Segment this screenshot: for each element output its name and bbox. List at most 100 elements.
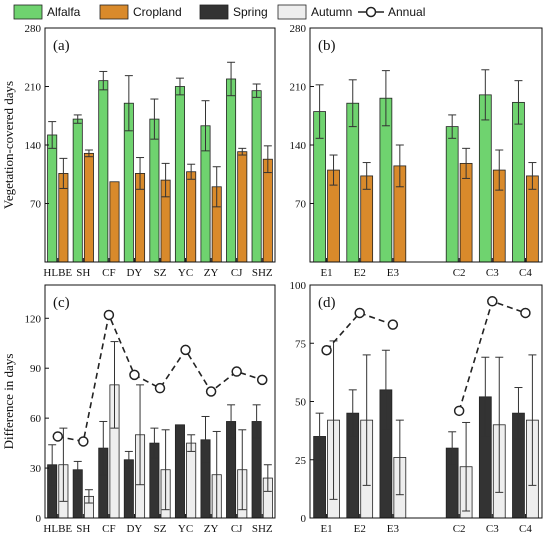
x-tick-label: ZY [204,523,219,535]
error-bar [201,415,210,464]
annual-point [205,386,217,397]
error-bar [161,429,170,511]
error-bar [395,419,404,496]
y-tick-label: 75 [295,338,307,350]
x-tick-label: ZY [204,267,219,279]
x-tick-label: C2 [453,523,466,535]
legend-label: Alfalfa [47,5,81,19]
x-tick-label: E2 [354,523,366,535]
x-tick-label: E3 [387,267,400,279]
x-tick-label: C2 [453,267,466,279]
x-tick-label: SZ [154,267,167,279]
error-bar [381,349,390,430]
x-tick-label: YC [178,267,193,279]
panel-label: (d) [318,295,336,311]
error-bar [495,356,504,493]
error-bar [124,75,133,132]
legend-swatch [199,4,229,20]
y-tick-label: 50 [295,397,307,409]
error-bar [514,387,523,440]
y-tick-label: 70 [30,199,42,211]
error-bar [227,61,236,97]
annual-point [103,309,115,321]
x-tick-label: C3 [486,267,499,279]
error-bar [481,356,490,437]
x-tick-label: E3 [387,523,400,535]
x-tick-label: DY [126,267,142,279]
error-bar [187,434,196,452]
panel-c: 0 30 60 90 120 HLBE SH CF DY SZ YC ZY CJ SHZ (c) Differ… [1,284,276,535]
bar-cropland [186,171,197,263]
error-bar [395,144,404,188]
annual-point [487,296,498,307]
x-tick-label: SHZ [252,523,273,535]
y-tick-label: 30 [30,463,42,475]
y-tick-label: 70 [295,199,307,211]
legend-label: Annual [388,5,425,19]
y-tick-label: 280 [25,23,42,35]
annual-point [387,319,399,330]
legend-item-annual: Annual [358,5,425,19]
annual-point [154,382,166,394]
x-tick-label: C4 [519,523,532,535]
plot-frame [309,284,543,519]
panel-d: 0 25 50 75 100 E1 E2 E3 C2 C3 C4 (d) [290,280,543,535]
chart-panels: 70 140 210 280 HLBE SH CF DY SZ YC ZY CJ SHZ (a) Veget… [1,23,543,535]
annual-line [458,300,526,412]
error-bar [252,83,261,98]
y-tick-label: 210 [290,82,307,94]
annual-point [231,366,242,377]
y-tick-label: 60 [30,413,42,425]
annual-point [453,405,465,417]
x-tick-label: HLBE [43,267,72,279]
error-bar [528,354,537,486]
error-bar [187,163,196,180]
y-tick-label: 140 [25,140,42,152]
annual-point [520,307,531,319]
error-bar [329,154,338,186]
bar-alfalfa [98,80,109,263]
bar-alfalfa [251,90,262,263]
x-tick-label: DY [126,523,142,535]
bar-cropland [83,152,94,263]
plot-frame [309,27,543,263]
y-axis-label: Vegetation-covered days [1,81,16,209]
annual-line [57,312,263,443]
y-tick-label: 280 [290,23,307,35]
panel-b: 70 140 210 280 E1 E2 E3 C2 C3 C4 (b) [290,23,543,279]
error-bar [136,157,145,190]
error-bar [84,149,93,158]
error-bar [73,460,82,479]
x-tick-label: CJ [231,267,243,279]
bar-cropland [262,158,273,263]
annual-point [321,344,332,356]
y-tick-label: 100 [290,280,307,292]
error-bar [315,84,324,139]
error-bar [448,114,457,139]
annual-point [354,307,365,319]
error-bar [73,114,82,124]
error-bar [59,157,68,189]
bar-alfalfa [47,134,58,263]
legend-item-alfalfa: Alfalfa [13,4,81,20]
bar-autumn [186,442,197,519]
legend-label: Cropland [133,5,182,19]
x-tick-label: E1 [320,267,332,279]
legend-label: Autumn [311,5,352,19]
legend-item-cropland: Cropland [99,4,182,20]
error-bar [263,464,272,492]
legend-item-autumn: Autumn [277,4,352,20]
error-bar [136,384,145,486]
y-tick-label: 140 [290,140,307,152]
error-bar [212,166,221,208]
annual-line [325,312,394,351]
error-bar [175,77,184,96]
legend-swatch [13,4,43,20]
error-bar [238,147,247,156]
bar-alfalfa [512,101,525,263]
bar-alfalfa [149,118,160,263]
x-tick-label: SZ [154,523,167,535]
x-tick-label: CJ [231,523,243,535]
x-tick-label: E2 [354,267,366,279]
error-bar [348,389,357,437]
